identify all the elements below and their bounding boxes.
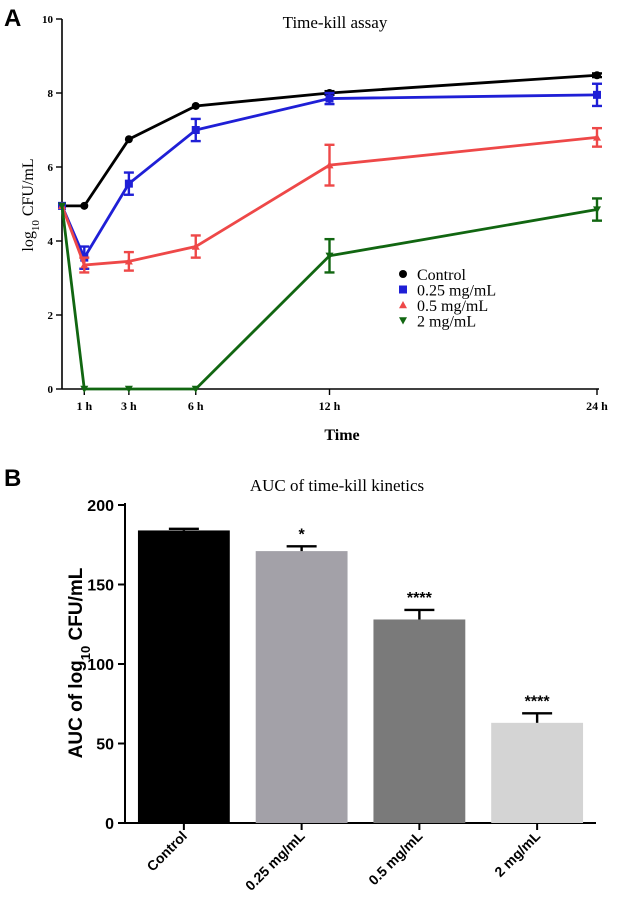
panel-a-y-axis-label: log10 CFU/mL — [20, 158, 42, 251]
data-point — [58, 202, 66, 210]
panel-a-x-tick-label: 24 h — [586, 399, 608, 413]
legend-marker — [399, 270, 407, 278]
series-2-mg-ml — [58, 197, 602, 393]
data-point — [124, 257, 133, 265]
data-point — [325, 161, 334, 169]
legend-entry: 0.5 mg/mL — [399, 298, 488, 315]
bar-group-0-25-mg-ml: * 0.25 mg/mL — [242, 526, 348, 894]
data-point — [124, 385, 133, 393]
panel-b-y-axis-label: AUC of log10 CFU/mL — [66, 567, 93, 758]
legend-marker — [399, 317, 407, 325]
data-point — [124, 179, 133, 188]
panel-b-x-tick-label: 0.25 mg/mL — [242, 827, 308, 893]
series-line — [60, 205, 598, 391]
panel-b-y-tick-label: 200 — [87, 498, 114, 515]
legend-label: 2 mg/mL — [417, 314, 476, 331]
series-line — [60, 136, 598, 267]
significance-label: **** — [407, 590, 433, 607]
data-point — [191, 242, 200, 250]
legend-label: 0.25 mg/mL — [417, 283, 496, 300]
bar — [137, 530, 230, 823]
legend-label: Control — [417, 267, 466, 284]
panel-b-title: AUC of time-kill kinetics — [250, 476, 424, 495]
panel-b-label: B — [4, 465, 21, 492]
panel-a-title: Time-kill assay — [283, 13, 388, 32]
series-0-25-mg-ml — [58, 82, 602, 270]
panel-a-y-tick-label: 6 — [48, 162, 54, 174]
panel-b-y-tick-label: 150 — [87, 578, 114, 595]
panel-a-time-kill-chart: A Time-kill assay Time log10 CFU/mL 0 2 4 6… — [4, 5, 608, 444]
panel-b-auc-chart: B AUC of time-kill kinetics AUC of log10… — [4, 465, 596, 894]
legend-marker — [399, 285, 407, 294]
panel-a-x-tick-label: 1 h — [76, 399, 92, 413]
data-point — [191, 126, 200, 134]
data-point — [593, 206, 601, 214]
data-point — [191, 101, 200, 110]
legend-entry: Control — [399, 267, 466, 284]
panel-b-y-tick-label: 0 — [105, 816, 114, 833]
panel-a-series — [58, 71, 602, 393]
bar — [373, 619, 466, 823]
panel-a-y-tick-label: 10 — [42, 14, 54, 26]
data-point — [80, 385, 89, 393]
panel-a-y-tick-label: 0 — [48, 384, 54, 396]
bar-group-2-mg-ml: **** 2 mg/mL — [491, 693, 584, 880]
panel-b-y-tick-label: 100 — [87, 657, 114, 674]
data-point — [593, 133, 601, 141]
legend-entry: 2 mg/mL — [399, 314, 476, 331]
panel-a-x-tick-label: 12 h — [319, 399, 341, 413]
panel-a-x-axis-label: Time — [324, 427, 359, 444]
panel-a-y-tick-label: 4 — [48, 236, 54, 248]
data-point — [325, 94, 334, 103]
panel-b-x-tick-label: 2 mg/mL — [491, 827, 543, 879]
data-point — [124, 135, 133, 144]
panel-a-y-tick-label: 8 — [48, 88, 54, 100]
panel-a-x-tick-label: 6 h — [188, 399, 204, 413]
significance-label: **** — [525, 693, 551, 710]
bar — [491, 722, 584, 823]
panel-b-x-tick-label: Control — [143, 828, 190, 875]
data-point — [80, 201, 89, 210]
legend-marker — [399, 301, 407, 309]
series-line — [60, 93, 598, 261]
series-0-5-mg-ml — [58, 126, 602, 274]
data-point — [593, 90, 601, 99]
legend-entry: 0.25 mg/mL — [399, 283, 496, 300]
panel-b-bars: Control * 0.25 mg/mL **** 0.5 mg/mL **** 2 mg/… — [137, 526, 584, 894]
data-point — [191, 385, 200, 393]
bar — [255, 551, 348, 823]
data-point — [80, 261, 89, 269]
panel-b-x-tick-label: 0.5 mg/mL — [365, 827, 426, 888]
bar-group-control: Control — [137, 527, 230, 875]
bar-group-0-5-mg-ml: **** 0.5 mg/mL — [365, 590, 466, 888]
significance-label: * — [299, 526, 306, 543]
panel-a-x-tick-label: 3 h — [121, 399, 137, 413]
data-point — [325, 252, 334, 260]
panel-b-y-tick-label: 50 — [96, 737, 114, 754]
panel-a-y-tick-label: 2 — [48, 310, 54, 322]
data-point — [593, 71, 601, 80]
panel-a-axes: 0 2 4 6 8 10 1 h 3 h 6 h 12 h 24 h — [42, 14, 608, 413]
panel-a-label: A — [4, 5, 21, 32]
legend-label: 0.5 mg/mL — [417, 298, 488, 315]
